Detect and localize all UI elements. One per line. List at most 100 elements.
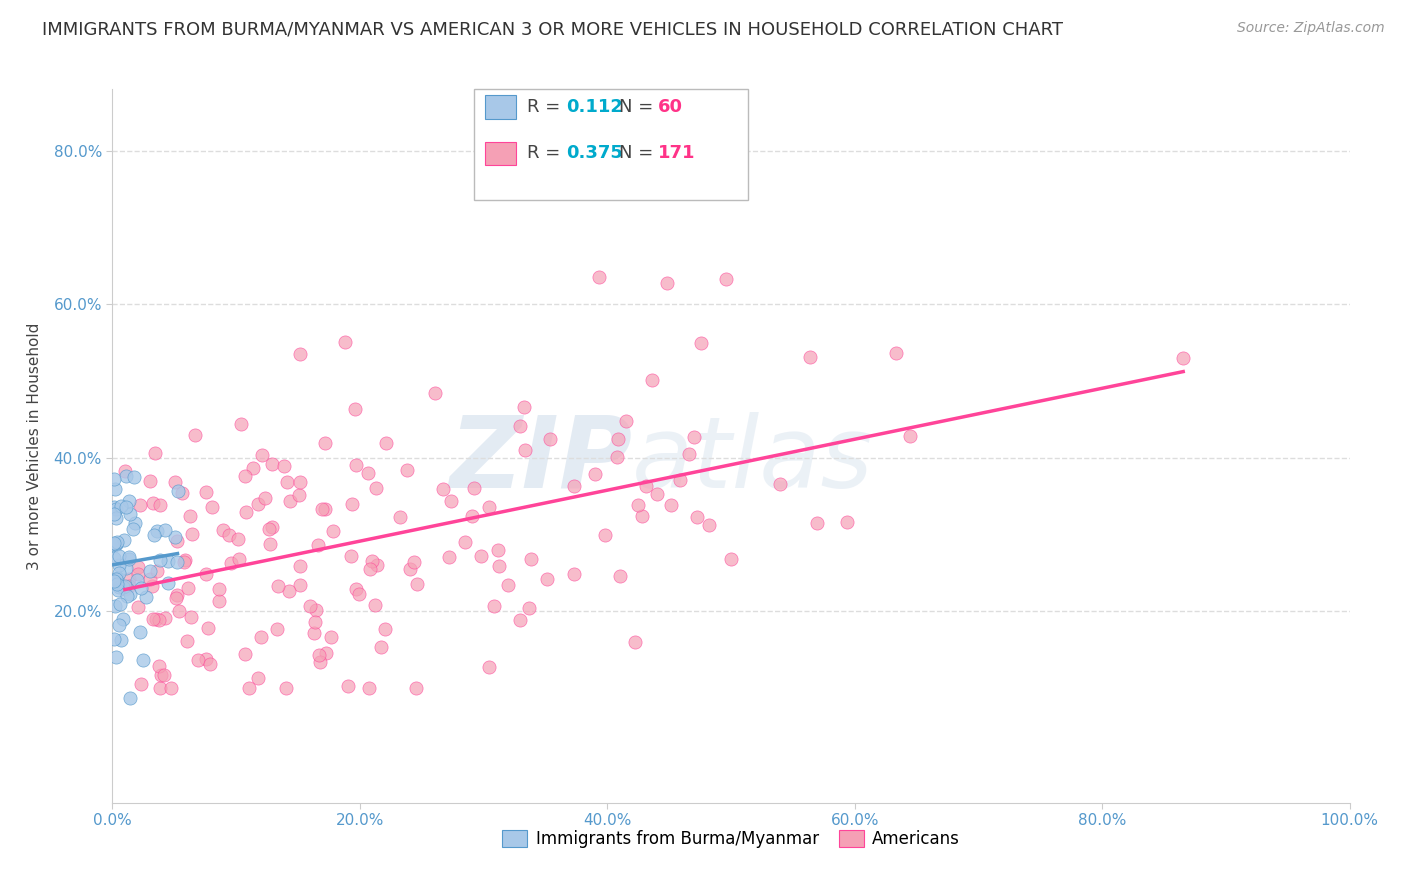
Point <box>517 600 540 615</box>
Text: atlas: atlas <box>633 412 873 508</box>
Point <box>627 498 650 512</box>
Point <box>515 442 537 457</box>
Point <box>259 537 281 551</box>
Point <box>314 435 336 450</box>
Legend: Immigrants from Burma/Myanmar, Americans: Immigrants from Burma/Myanmar, Americans <box>496 823 966 855</box>
Point <box>183 428 205 442</box>
Point <box>799 350 821 364</box>
Point <box>104 599 127 613</box>
Point <box>105 535 128 549</box>
Point <box>298 599 321 613</box>
Point <box>636 479 658 493</box>
Point <box>143 528 166 542</box>
Point <box>118 691 141 706</box>
Point <box>315 646 337 660</box>
Point <box>257 522 280 536</box>
Point <box>538 432 561 446</box>
Point <box>166 534 188 549</box>
Point <box>173 553 195 567</box>
Point <box>105 577 128 591</box>
Point <box>247 671 270 685</box>
Point <box>145 612 167 626</box>
Point <box>478 500 501 515</box>
Point <box>319 631 342 645</box>
Point <box>139 572 162 586</box>
Point <box>357 681 380 695</box>
Point <box>176 634 198 648</box>
Point <box>219 556 242 570</box>
Point <box>356 466 378 480</box>
Point <box>364 598 387 612</box>
Point <box>482 599 505 613</box>
Y-axis label: 3 or more Vehicles in Household: 3 or more Vehicles in Household <box>28 322 42 570</box>
Point <box>139 474 162 488</box>
Point <box>115 589 138 603</box>
Point <box>179 508 201 523</box>
Point <box>344 458 367 472</box>
Point <box>288 558 311 573</box>
Point <box>226 532 249 546</box>
Point <box>595 527 617 541</box>
Point <box>678 447 700 461</box>
Point <box>536 572 558 586</box>
Point <box>509 613 531 627</box>
Point <box>302 625 325 640</box>
Point <box>478 659 501 673</box>
Point <box>512 400 534 414</box>
Point <box>143 446 166 460</box>
Point <box>103 538 125 552</box>
Point <box>118 587 141 601</box>
Point <box>631 508 654 523</box>
Point <box>187 653 209 667</box>
Point <box>108 566 131 580</box>
Point <box>470 549 492 563</box>
Point <box>122 469 145 483</box>
Text: 171: 171 <box>658 145 696 162</box>
Point <box>124 516 146 530</box>
Point <box>689 335 711 350</box>
Point <box>267 578 290 592</box>
Point <box>105 571 128 585</box>
Point <box>614 414 637 428</box>
Point <box>624 635 647 649</box>
Point <box>115 561 138 575</box>
Point <box>115 469 138 483</box>
Point <box>105 573 128 587</box>
Text: Source: ZipAtlas.com: Source: ZipAtlas.com <box>1237 21 1385 35</box>
Point <box>197 621 219 635</box>
Point <box>336 679 359 693</box>
Point <box>118 572 141 586</box>
Point <box>884 345 907 359</box>
Point <box>686 509 709 524</box>
Point <box>108 549 131 563</box>
Point <box>405 681 427 695</box>
Point <box>305 603 328 617</box>
Point <box>146 524 169 538</box>
Point <box>165 591 187 605</box>
Point <box>276 475 298 489</box>
Point <box>112 580 135 594</box>
Point <box>333 335 356 350</box>
Point <box>249 630 271 644</box>
Point <box>110 500 132 514</box>
Point <box>108 618 131 632</box>
Point <box>720 552 742 566</box>
Point <box>562 567 585 582</box>
Point <box>260 457 283 471</box>
Point <box>423 386 446 401</box>
Point <box>149 498 172 512</box>
Point <box>583 467 606 481</box>
Point <box>180 610 202 624</box>
Point <box>399 562 422 576</box>
Point <box>118 552 141 566</box>
Point <box>247 497 270 511</box>
Point <box>114 464 136 478</box>
Point <box>166 484 188 499</box>
Point <box>208 594 231 608</box>
Point <box>395 463 418 477</box>
Point <box>118 493 141 508</box>
Point <box>344 582 367 597</box>
Point <box>463 481 485 495</box>
Point <box>107 582 129 597</box>
Point <box>402 555 425 569</box>
